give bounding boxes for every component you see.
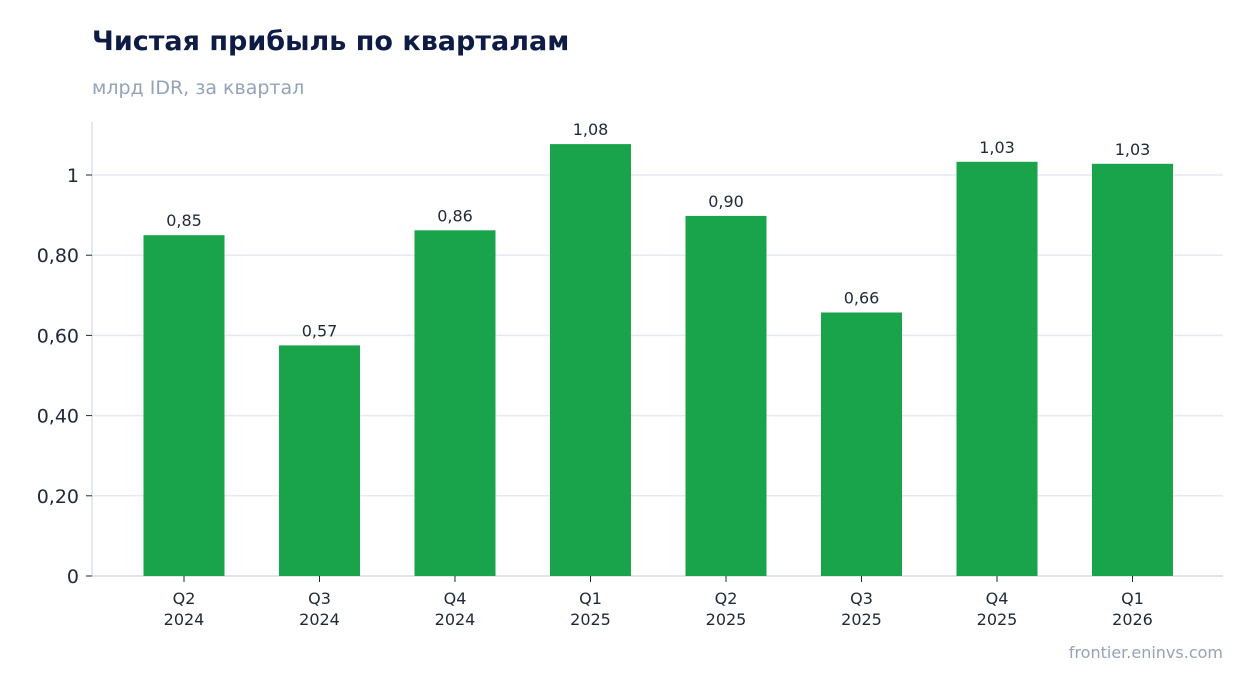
x-tick-label-year: 2025 — [570, 610, 611, 629]
data-label: 0,66 — [844, 289, 880, 308]
x-tick-label-quarter: Q3 — [850, 589, 873, 608]
x-tick-label-year: 2026 — [1112, 610, 1153, 629]
data-label: 0,85 — [166, 211, 202, 230]
x-ticks: Q2 2024 Q3 2024 Q4 2024 Q1 2025 Q2 2025 Q3 2025 Q4 20… — [164, 576, 1153, 629]
y-ticks: 0 0,20 0,40 0,60 0,80 1 — [37, 165, 92, 588]
x-tick-label-year: 2025 — [841, 610, 882, 629]
bar — [685, 215, 767, 576]
y-tick-label: 0,60 — [37, 325, 79, 347]
x-tick-label-quarter: Q2 — [715, 589, 738, 608]
x-tick-label-year: 2024 — [164, 610, 205, 629]
bar — [821, 312, 902, 576]
data-label: 0,90 — [708, 192, 744, 211]
data-label: 1,03 — [1115, 140, 1151, 159]
y-tick-label: 0 — [67, 566, 79, 588]
x-tick-label-year: 2024 — [299, 610, 340, 629]
bars — [143, 144, 1173, 577]
source-credit: frontier.eninvs.com — [1068, 643, 1223, 662]
data-label: 0,57 — [302, 321, 338, 340]
x-tick-label-quarter: Q1 — [1121, 589, 1144, 608]
bar — [956, 161, 1038, 577]
x-tick-label-quarter: Q1 — [579, 589, 602, 608]
x-tick-label-year: 2025 — [977, 610, 1018, 629]
y-tick-label: 0,40 — [37, 406, 79, 428]
y-tick-label: 0,20 — [37, 486, 79, 508]
chart-subtitle: млрд IDR, за квартал — [92, 77, 305, 99]
y-tick-label: 0,80 — [37, 245, 79, 267]
data-label: 1,03 — [979, 138, 1015, 157]
x-tick-label-quarter: Q3 — [308, 589, 331, 608]
bar — [143, 235, 225, 576]
data-labels: 0,85 0,57 0,86 1,08 0,90 0,66 1,03 1,03 — [166, 120, 1150, 340]
data-label: 1,08 — [573, 120, 609, 139]
x-tick-label-quarter: Q4 — [444, 589, 467, 608]
data-label: 0,86 — [437, 206, 473, 225]
grid-lines — [92, 174, 1223, 497]
chart-title: Чистая прибыль по кварталам — [92, 26, 570, 57]
bar — [279, 345, 360, 576]
bar — [414, 230, 496, 577]
x-tick-label-year: 2025 — [706, 610, 747, 629]
y-tick-label: 1 — [67, 165, 79, 187]
bar — [1092, 163, 1173, 577]
x-tick-label-quarter: Q4 — [986, 589, 1009, 608]
x-tick-label-quarter: Q2 — [173, 589, 196, 608]
x-tick-label-year: 2024 — [435, 610, 476, 629]
bar — [550, 144, 631, 576]
